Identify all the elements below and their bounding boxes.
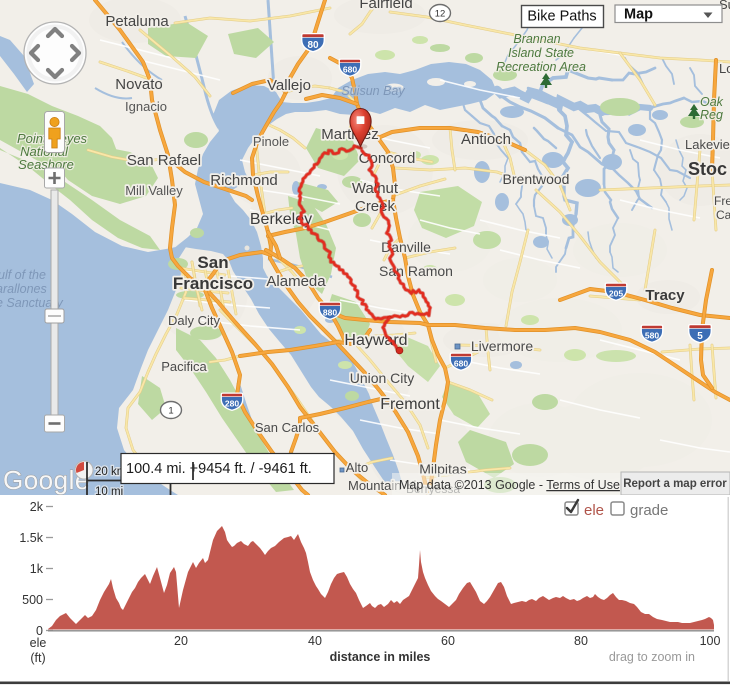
svg-text:ulf of the: ulf of the xyxy=(0,268,46,282)
svg-text:500: 500 xyxy=(22,593,43,607)
svg-text:distance in miles: distance in miles xyxy=(330,650,431,664)
svg-text:40: 40 xyxy=(308,634,322,648)
svg-text:drag to zoom in: drag to zoom in xyxy=(609,650,695,664)
svg-text:80: 80 xyxy=(574,634,588,648)
svg-text:5: 5 xyxy=(697,331,703,342)
svg-text:(ft): (ft) xyxy=(30,651,45,665)
svg-text:1.5k: 1.5k xyxy=(19,531,43,545)
svg-text:Fremont: Fremont xyxy=(380,396,440,413)
svg-text:Berkeley: Berkeley xyxy=(250,211,312,228)
svg-text:680: 680 xyxy=(343,65,358,75)
svg-text:San: San xyxy=(197,253,228,272)
svg-text:Map: Map xyxy=(624,7,653,23)
svg-text:Bike Paths: Bike Paths xyxy=(527,9,596,25)
svg-text:Tracy: Tracy xyxy=(645,287,685,304)
svg-text:Fairfield: Fairfield xyxy=(359,0,412,12)
svg-text:Ignacio: Ignacio xyxy=(125,99,167,114)
svg-text:80: 80 xyxy=(307,40,319,51)
svg-text:Lakevie: Lakevie xyxy=(685,137,730,152)
svg-text:Alto: Alto xyxy=(346,460,368,475)
svg-text:280: 280 xyxy=(225,399,240,409)
svg-text:Richmond: Richmond xyxy=(210,172,278,189)
svg-text:Suisun Bay: Suisun Bay xyxy=(341,84,405,98)
svg-text:ele: ele xyxy=(30,636,47,650)
svg-text:1k: 1k xyxy=(30,562,44,576)
svg-text:Mill Valley: Mill Valley xyxy=(125,183,183,198)
svg-text:Report a map error: Report a map error xyxy=(623,478,727,490)
svg-text:Recreation Area: Recreation Area xyxy=(496,60,586,74)
svg-text:60: 60 xyxy=(441,634,455,648)
svg-text:Novato: Novato xyxy=(115,76,163,93)
svg-text:Reg: Reg xyxy=(700,108,723,122)
svg-text:arallones: arallones xyxy=(0,282,47,296)
svg-text:Lo: Lo xyxy=(719,61,730,76)
svg-text:880: 880 xyxy=(323,308,338,318)
svg-text:Union City: Union City xyxy=(350,370,415,386)
svg-text:20: 20 xyxy=(174,634,188,648)
svg-text:2k: 2k xyxy=(30,500,44,514)
svg-text:Creek: Creek xyxy=(355,198,396,215)
svg-text:100.4 mi. +9454 ft. / -9461 ft: 100.4 mi. +9454 ft. / -9461 ft. xyxy=(126,461,312,477)
svg-text:Alameda: Alameda xyxy=(266,273,326,290)
svg-text:Stoc: Stoc xyxy=(688,159,727,179)
svg-text:ele: ele xyxy=(584,502,604,519)
svg-text:205: 205 xyxy=(609,289,624,299)
svg-text:20 km: 20 km xyxy=(95,466,126,478)
svg-text:Livermore: Livermore xyxy=(471,338,533,354)
svg-text:Martinez: Martinez xyxy=(321,126,379,143)
svg-text:San Ramon: San Ramon xyxy=(379,263,453,279)
svg-text:Antioch: Antioch xyxy=(461,131,511,148)
svg-text:680: 680 xyxy=(454,359,469,369)
svg-text:Hayward: Hayward xyxy=(344,332,407,349)
svg-text:Fre: Fre xyxy=(714,194,730,208)
svg-text:San Carlos: San Carlos xyxy=(255,420,320,435)
svg-text:Petaluma: Petaluma xyxy=(105,13,169,30)
svg-text:100: 100 xyxy=(700,634,721,648)
svg-text:grade: grade xyxy=(630,502,668,519)
svg-text:Ca: Ca xyxy=(716,208,730,222)
svg-text:Pacifica: Pacifica xyxy=(161,359,207,374)
svg-text:12: 12 xyxy=(435,9,446,20)
svg-text:Brentwood: Brentwood xyxy=(503,171,570,187)
svg-text:Map data ©2013 Google - Terms: Map data ©2013 Google - Terms of Use xyxy=(399,478,620,492)
svg-text:0: 0 xyxy=(36,624,43,638)
svg-text:1: 1 xyxy=(168,406,173,417)
svg-text:San Rafael: San Rafael xyxy=(127,152,201,169)
svg-text:Daly City: Daly City xyxy=(168,313,221,328)
svg-text:Oak: Oak xyxy=(700,95,724,109)
svg-text:580: 580 xyxy=(645,331,660,341)
svg-text:Pinole: Pinole xyxy=(253,134,289,149)
svg-text:Brannan: Brannan xyxy=(513,32,560,46)
svg-text:Island State: Island State xyxy=(508,46,574,60)
svg-text:10 mi: 10 mi xyxy=(95,486,123,498)
svg-text:e Sanctuary: e Sanctuary xyxy=(0,296,63,310)
svg-text:Francisco: Francisco xyxy=(173,274,253,293)
svg-text:Vallejo: Vallejo xyxy=(267,77,311,94)
